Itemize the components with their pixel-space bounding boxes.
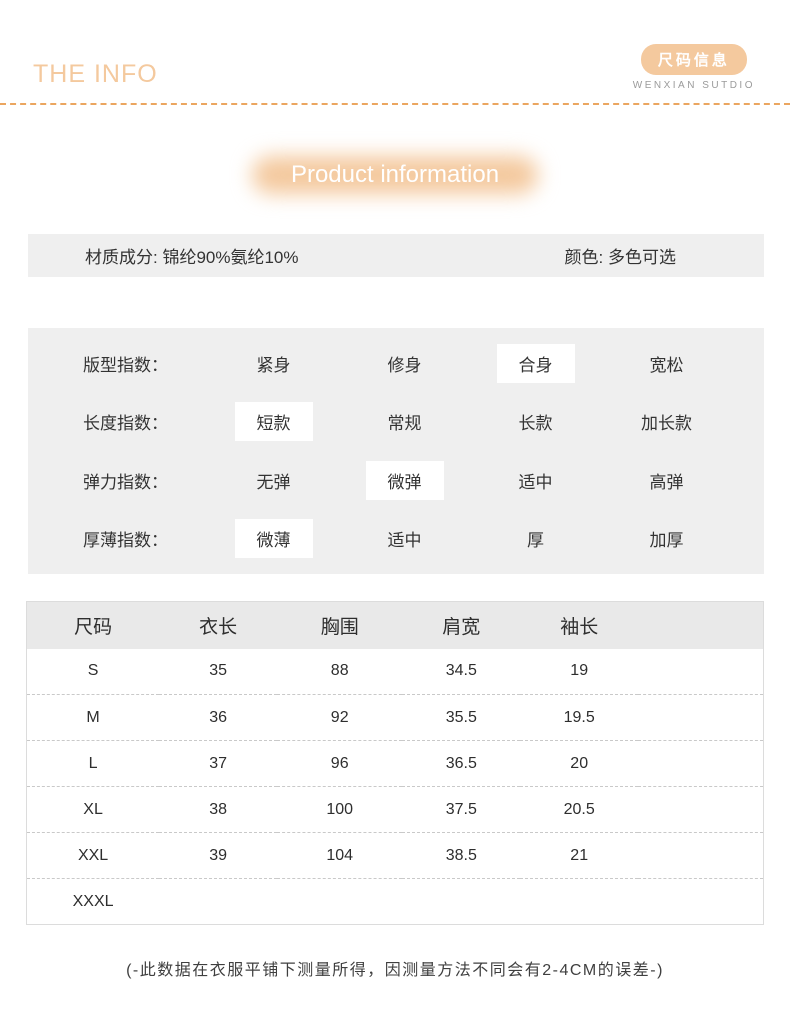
section-title-text: Product information: [290, 161, 500, 188]
index-option: 加长款: [641, 414, 692, 434]
size-table-cell: 35.5: [402, 694, 521, 741]
size-table-cell-filler: [638, 649, 763, 695]
size-table-cell: L: [26, 740, 160, 787]
size-column-header: 肩宽: [402, 601, 521, 649]
size-table-cell: 96: [277, 740, 403, 787]
index-option: 长款: [518, 414, 553, 434]
size-table-cell: [402, 878, 521, 925]
size-table-cell: 36: [159, 694, 278, 741]
size-table-cell: 92: [277, 694, 403, 741]
measure-note: (-此数据在衣服平铺下测量所得，因测量方法不同会有2-4CM的误差-): [126, 962, 664, 979]
index-option: 厚: [527, 531, 544, 551]
page-title: THE INFO: [33, 60, 158, 88]
size-table-cell: 36.5: [402, 740, 521, 787]
size-table-cell: 20.5: [520, 786, 639, 833]
size-table-cell: XXL: [26, 832, 160, 879]
index-row: 弹力指数： 无弹 微弹 适中 高弹: [28, 460, 764, 500]
size-table-cell: M: [26, 694, 160, 741]
size-table-row: S 35 88 34.5 19: [27, 649, 764, 695]
size-table-cell: [277, 878, 403, 925]
fit-index-section: 版型指数： 紧身 修身 合身 宽松 长度指数： 短款 常规 长款 加长款 弹力指数： 无弹 微弹 适中 高弹…: [28, 328, 764, 574]
index-option: 适中: [387, 531, 422, 551]
index-row: 长度指数： 短款 常规 长款 加长款: [28, 402, 764, 442]
index-option-selected: 微弹: [365, 460, 444, 500]
size-table-cell-filler: [638, 694, 764, 741]
size-table-cell: 19.5: [520, 694, 639, 741]
size-table-cell: 104: [277, 832, 403, 879]
size-table-cell-filler: [638, 740, 764, 787]
size-table-cell: 35: [209, 662, 227, 680]
index-option-selected: 微薄: [234, 519, 313, 559]
index-row-label: 版型指数：: [83, 355, 168, 375]
material-bar: 材质成分: 锦纶90%氨纶10% 颜色: 多色可选: [28, 234, 764, 277]
index-option-selected: 合身: [496, 343, 575, 383]
index-option-selected: 短款: [234, 402, 313, 442]
size-column-header: 尺码: [26, 601, 160, 649]
size-table-cell: XL: [26, 786, 160, 833]
index-option: 加厚: [649, 531, 684, 551]
size-table-cell: 39: [159, 832, 278, 879]
size-table: 尺码 衣长 胸围 肩宽 袖长 S 35 88 34.5 19 M 36 92 35.5 19.5 L 37 96…: [26, 601, 764, 925]
index-row-label: 厚薄指数：: [83, 531, 168, 551]
size-column-header-filler: [638, 601, 764, 649]
color-option-text: 颜色: 多色可选: [564, 248, 676, 267]
size-column-header: 袖长: [520, 601, 639, 649]
size-table-cell: 38: [159, 786, 278, 833]
size-table-cell: 88: [330, 662, 349, 680]
size-table-header-row: 尺码 衣长 胸围 肩宽 袖长: [26, 601, 764, 649]
index-option: 修身: [387, 355, 422, 375]
index-row: 厚薄指数： 微薄 适中 厚 加厚: [28, 519, 764, 559]
size-column-header: 衣长: [159, 601, 278, 649]
material-composition-text: 材质成分: 锦纶90%氨纶10%: [85, 248, 299, 267]
size-table-row: XL 38 100 37.5 20.5: [26, 786, 764, 833]
index-option: 适中: [518, 472, 553, 492]
size-table-row: XXL 39 104 38.5 21: [26, 832, 764, 879]
size-table-cell: 37: [159, 740, 278, 787]
size-table-cell: 34.5: [445, 662, 477, 680]
index-option: 常规: [387, 414, 422, 434]
index-option: 无弹: [256, 472, 291, 492]
size-table-row: M 36 92 35.5 19.5: [26, 694, 764, 741]
size-info-badge: 尺码信息: [640, 44, 747, 75]
size-column-header: 胸围: [277, 601, 403, 649]
brand-block: 尺码信息 WENXIAN SUTDIO: [633, 44, 755, 91]
size-table-row: L 37 96 36.5 20: [26, 740, 764, 787]
index-row-label: 长度指数：: [83, 414, 168, 434]
index-row: 版型指数： 紧身 修身 合身 宽松: [28, 343, 764, 383]
size-table-cell: 100: [277, 786, 403, 833]
size-table-row: XXXL: [26, 878, 764, 925]
size-table-cell: 21: [520, 832, 639, 879]
size-table-cell-filler: [638, 786, 764, 833]
index-row-label: 弹力指数：: [83, 472, 168, 492]
size-table-cell: [159, 878, 278, 925]
size-table-cell: 20: [520, 740, 639, 787]
size-table-cell: 19: [570, 662, 589, 680]
section-title: Product information: [240, 151, 550, 199]
product-info-page: THE INFO 尺码信息 WENXIAN SUTDIO Product inf…: [0, 0, 790, 979]
index-option: 紧身: [256, 355, 291, 375]
size-table-cell: [520, 878, 639, 925]
size-table-cell: 38.5: [402, 832, 521, 879]
title-glow-background: [252, 156, 538, 194]
page-header: THE INFO 尺码信息 WENXIAN SUTDIO: [0, 0, 790, 105]
size-table-cell: S: [87, 662, 99, 680]
size-table-cell-filler: [638, 878, 764, 925]
index-option: 宽松: [649, 355, 684, 375]
size-table-cell-filler: [638, 832, 764, 879]
brand-name: WENXIAN SUTDIO: [632, 80, 755, 91]
size-table-cell: XXXL: [26, 878, 160, 925]
index-option: 高弹: [649, 472, 684, 492]
size-table-cell: 37.5: [402, 786, 521, 833]
